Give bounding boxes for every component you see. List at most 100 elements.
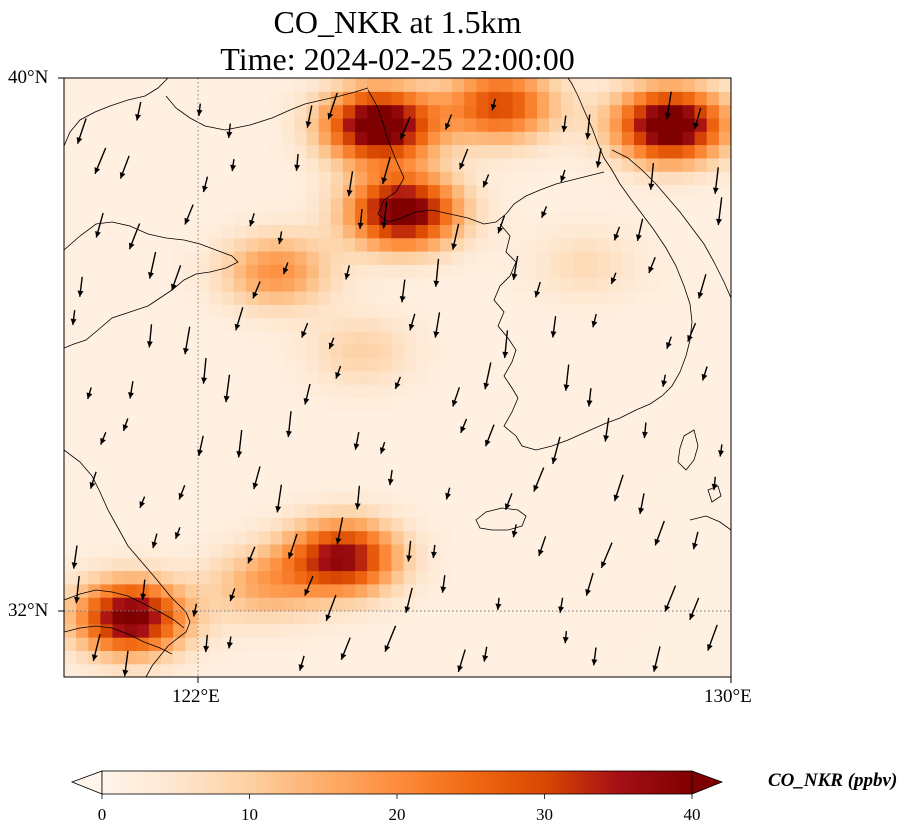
field-cell bbox=[100, 304, 114, 319]
field-cell bbox=[185, 464, 198, 478]
field-cell bbox=[621, 144, 635, 159]
field-cell bbox=[342, 530, 356, 545]
field-cell bbox=[706, 277, 720, 292]
field-cell bbox=[500, 583, 514, 598]
field-cell bbox=[282, 637, 295, 651]
field-cell bbox=[294, 277, 308, 292]
field-cell bbox=[124, 424, 138, 438]
field-cell bbox=[488, 610, 502, 625]
field-cell bbox=[306, 397, 320, 412]
field-cell bbox=[221, 317, 235, 332]
field-cell bbox=[488, 91, 502, 106]
field-cell bbox=[76, 224, 89, 239]
field-cell bbox=[245, 264, 259, 279]
field-cell bbox=[233, 530, 247, 545]
china-coast-south bbox=[64, 449, 191, 677]
field-cell bbox=[573, 264, 586, 279]
field-cell bbox=[221, 291, 235, 305]
field-cell bbox=[464, 543, 477, 558]
field-cell bbox=[330, 570, 344, 585]
field-cell bbox=[452, 317, 465, 332]
field-cell bbox=[585, 251, 599, 265]
field-cell bbox=[306, 437, 320, 452]
field-cell bbox=[597, 583, 611, 598]
field-cell bbox=[427, 570, 441, 585]
field-cell bbox=[549, 157, 562, 172]
field-cell bbox=[573, 650, 586, 665]
field-cell bbox=[561, 517, 574, 532]
field-cell bbox=[670, 171, 684, 186]
field-cell bbox=[706, 264, 720, 279]
field-cell bbox=[270, 157, 283, 172]
field-cell bbox=[342, 543, 356, 558]
field-cell bbox=[379, 397, 392, 412]
field-cell bbox=[488, 437, 502, 452]
field-cell bbox=[670, 384, 684, 399]
field-cell bbox=[64, 450, 77, 465]
field-cell bbox=[585, 464, 599, 478]
field-cell bbox=[694, 171, 708, 186]
field-cell bbox=[330, 504, 344, 518]
field-cell bbox=[282, 530, 295, 545]
field-cell bbox=[646, 570, 659, 585]
wind-arrow bbox=[303, 383, 311, 405]
field-cell bbox=[76, 477, 89, 492]
field-cell bbox=[537, 384, 550, 399]
field-cell bbox=[197, 291, 211, 305]
field-cell bbox=[76, 530, 89, 545]
field-cell bbox=[367, 157, 380, 172]
field-cell bbox=[621, 370, 635, 385]
field-cell bbox=[585, 410, 599, 425]
wind-arrow bbox=[305, 105, 313, 128]
field-cell bbox=[439, 264, 453, 279]
field-cell bbox=[391, 583, 405, 598]
field-cell bbox=[476, 530, 489, 545]
field-cell bbox=[682, 251, 696, 265]
field-cell bbox=[427, 610, 441, 625]
field-cell bbox=[185, 304, 198, 319]
field-cell bbox=[670, 317, 684, 332]
wind-arrow bbox=[591, 647, 598, 666]
field-cell bbox=[112, 570, 126, 585]
wind-arrow bbox=[666, 336, 672, 349]
field-cell bbox=[64, 131, 77, 146]
wind-arrow bbox=[226, 123, 233, 138]
field-cell bbox=[294, 570, 308, 585]
wind-arrow bbox=[119, 155, 130, 179]
field-cell bbox=[185, 370, 198, 385]
field-cell bbox=[64, 224, 77, 239]
field-cell bbox=[488, 197, 502, 212]
field-cell bbox=[367, 117, 380, 132]
field-cell bbox=[488, 583, 502, 598]
field-cell bbox=[161, 530, 174, 545]
field-cell bbox=[718, 171, 731, 186]
field-cell bbox=[258, 637, 271, 651]
field-cell bbox=[88, 211, 101, 225]
field-cell bbox=[439, 197, 453, 212]
field-cell bbox=[209, 437, 223, 452]
field-cell bbox=[294, 370, 308, 385]
field-cell bbox=[488, 490, 502, 505]
wind-arrow bbox=[357, 209, 364, 229]
field-cell bbox=[682, 197, 696, 212]
field-cell bbox=[379, 304, 392, 319]
field-cell bbox=[330, 330, 344, 345]
field-cell bbox=[621, 530, 635, 545]
field-cell bbox=[561, 597, 574, 611]
field-cell bbox=[185, 291, 198, 305]
field-cell bbox=[439, 184, 453, 199]
field-cell bbox=[670, 517, 684, 532]
field-cell bbox=[427, 277, 441, 292]
field-cell bbox=[670, 330, 684, 345]
field-cell bbox=[391, 357, 405, 372]
field-cell bbox=[221, 211, 235, 225]
field-cell bbox=[258, 291, 271, 305]
field-cell bbox=[245, 144, 259, 159]
field-cell bbox=[342, 464, 356, 478]
field-cell bbox=[573, 344, 586, 359]
field-cell bbox=[634, 490, 647, 505]
wind-arrow bbox=[504, 493, 513, 511]
field-cell bbox=[318, 197, 332, 212]
field-cell bbox=[209, 663, 223, 677]
field-cell bbox=[670, 597, 684, 611]
